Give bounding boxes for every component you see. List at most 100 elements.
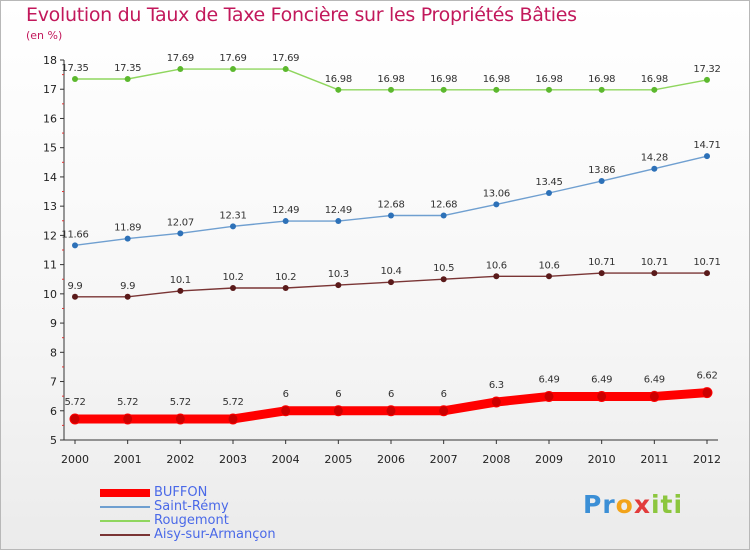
data-point xyxy=(335,86,342,93)
data-point xyxy=(543,390,555,402)
data-label: 13.45 xyxy=(535,177,562,188)
x-tick-label: 2001 xyxy=(114,453,142,466)
data-label: 10.5 xyxy=(433,263,454,274)
y-tick-label: 18 xyxy=(43,54,57,67)
legend-label: Saint-Rémy xyxy=(154,499,229,514)
data-point xyxy=(493,201,500,208)
data-label: 16.98 xyxy=(588,74,615,85)
y-tick-label: 14 xyxy=(43,171,57,184)
data-point xyxy=(282,218,289,225)
data-point xyxy=(388,86,394,93)
data-label: 9.9 xyxy=(67,281,82,292)
data-point xyxy=(280,405,292,417)
data-point xyxy=(493,86,500,93)
data-point xyxy=(596,390,608,402)
data-label: 16.98 xyxy=(325,74,352,85)
proxiti-logo: Proxiti xyxy=(583,490,684,519)
data-point xyxy=(174,413,186,425)
data-point xyxy=(651,165,658,172)
legend-swatch xyxy=(100,534,150,536)
data-label: 10.2 xyxy=(275,272,296,283)
data-label: 14.28 xyxy=(641,153,668,164)
data-label: 10.71 xyxy=(641,257,668,268)
data-point xyxy=(282,66,289,73)
y-tick-label: 12 xyxy=(43,229,57,242)
legend-swatch xyxy=(100,489,150,497)
data-point xyxy=(651,86,658,93)
data-label: 9.9 xyxy=(120,281,135,292)
legend-swatch xyxy=(100,506,150,508)
data-label: 12.49 xyxy=(272,205,299,216)
chart-title: Evolution du Taux de Taxe Foncière sur l… xyxy=(26,4,577,26)
data-point xyxy=(332,405,344,417)
data-label: 17.69 xyxy=(167,53,194,64)
data-label: 14.71 xyxy=(693,140,720,151)
data-point xyxy=(177,230,184,237)
data-label: 6.3 xyxy=(489,380,504,391)
data-point xyxy=(651,270,658,277)
data-point xyxy=(546,273,552,280)
data-point xyxy=(385,405,397,417)
y-tick-label: 17 xyxy=(43,83,57,96)
data-point xyxy=(388,212,394,219)
data-point xyxy=(177,66,184,73)
chart-unit-label: (en %) xyxy=(26,29,63,42)
data-label: 12.31 xyxy=(219,210,246,221)
data-label: 10.1 xyxy=(170,275,191,286)
data-label: 10.4 xyxy=(380,266,401,277)
data-label: 12.68 xyxy=(377,200,404,211)
data-label: 5.72 xyxy=(117,397,138,408)
data-point xyxy=(701,387,713,399)
data-label: 16.98 xyxy=(641,74,668,85)
data-point xyxy=(704,153,710,160)
x-tick-label: 2005 xyxy=(324,453,352,466)
data-point xyxy=(335,218,342,225)
y-tick-label: 11 xyxy=(43,259,57,272)
data-point xyxy=(704,270,710,277)
data-point xyxy=(546,86,552,93)
data-point xyxy=(438,405,450,417)
data-point xyxy=(230,223,236,230)
data-label: 17.32 xyxy=(693,64,720,75)
data-label: 6.49 xyxy=(591,374,612,385)
data-label: 5.72 xyxy=(222,397,243,408)
x-tick-label: 2004 xyxy=(272,453,300,466)
data-point xyxy=(704,76,710,83)
data-point xyxy=(177,287,184,294)
data-point xyxy=(72,242,78,249)
data-label: 16.98 xyxy=(535,74,562,85)
data-point xyxy=(122,413,134,425)
data-label: 11.66 xyxy=(61,229,88,240)
data-label: 17.69 xyxy=(219,53,246,64)
y-tick-label: 15 xyxy=(43,142,57,155)
y-tick-label: 6 xyxy=(50,405,57,418)
data-label: 11.89 xyxy=(114,223,141,234)
data-label: 10.71 xyxy=(693,257,720,268)
data-label: 6.62 xyxy=(696,371,717,382)
legend-label: Aisy-sur-Armançon xyxy=(154,527,276,542)
data-point xyxy=(230,285,236,291)
data-label: 17.69 xyxy=(272,53,299,64)
x-tick-label: 2006 xyxy=(377,453,405,466)
data-label: 5.72 xyxy=(64,397,85,408)
data-point xyxy=(648,390,660,402)
y-tick-label: 9 xyxy=(50,317,57,330)
data-point xyxy=(124,235,131,242)
data-point xyxy=(69,413,81,425)
data-point xyxy=(124,293,131,300)
data-label: 10.2 xyxy=(222,272,243,283)
x-tick-label: 2007 xyxy=(430,453,458,466)
data-label: 5.72 xyxy=(170,397,191,408)
data-point xyxy=(598,178,605,185)
x-tick-label: 2012 xyxy=(693,453,721,466)
line-chart: 5 6 7 8 9 10 11 12 13 14 15 16 17 18 2000 2001 2002 2003 2… xyxy=(43,53,721,466)
data-label: 6.49 xyxy=(644,374,665,385)
data-label: 6 xyxy=(283,389,289,400)
data-point xyxy=(493,273,500,280)
y-tick-label: 16 xyxy=(43,112,57,125)
y-tick-label: 10 xyxy=(43,288,57,301)
data-point xyxy=(72,76,78,82)
legend-swatch xyxy=(100,520,150,522)
data-label: 6 xyxy=(388,389,394,400)
data-label: 13.86 xyxy=(588,165,615,176)
